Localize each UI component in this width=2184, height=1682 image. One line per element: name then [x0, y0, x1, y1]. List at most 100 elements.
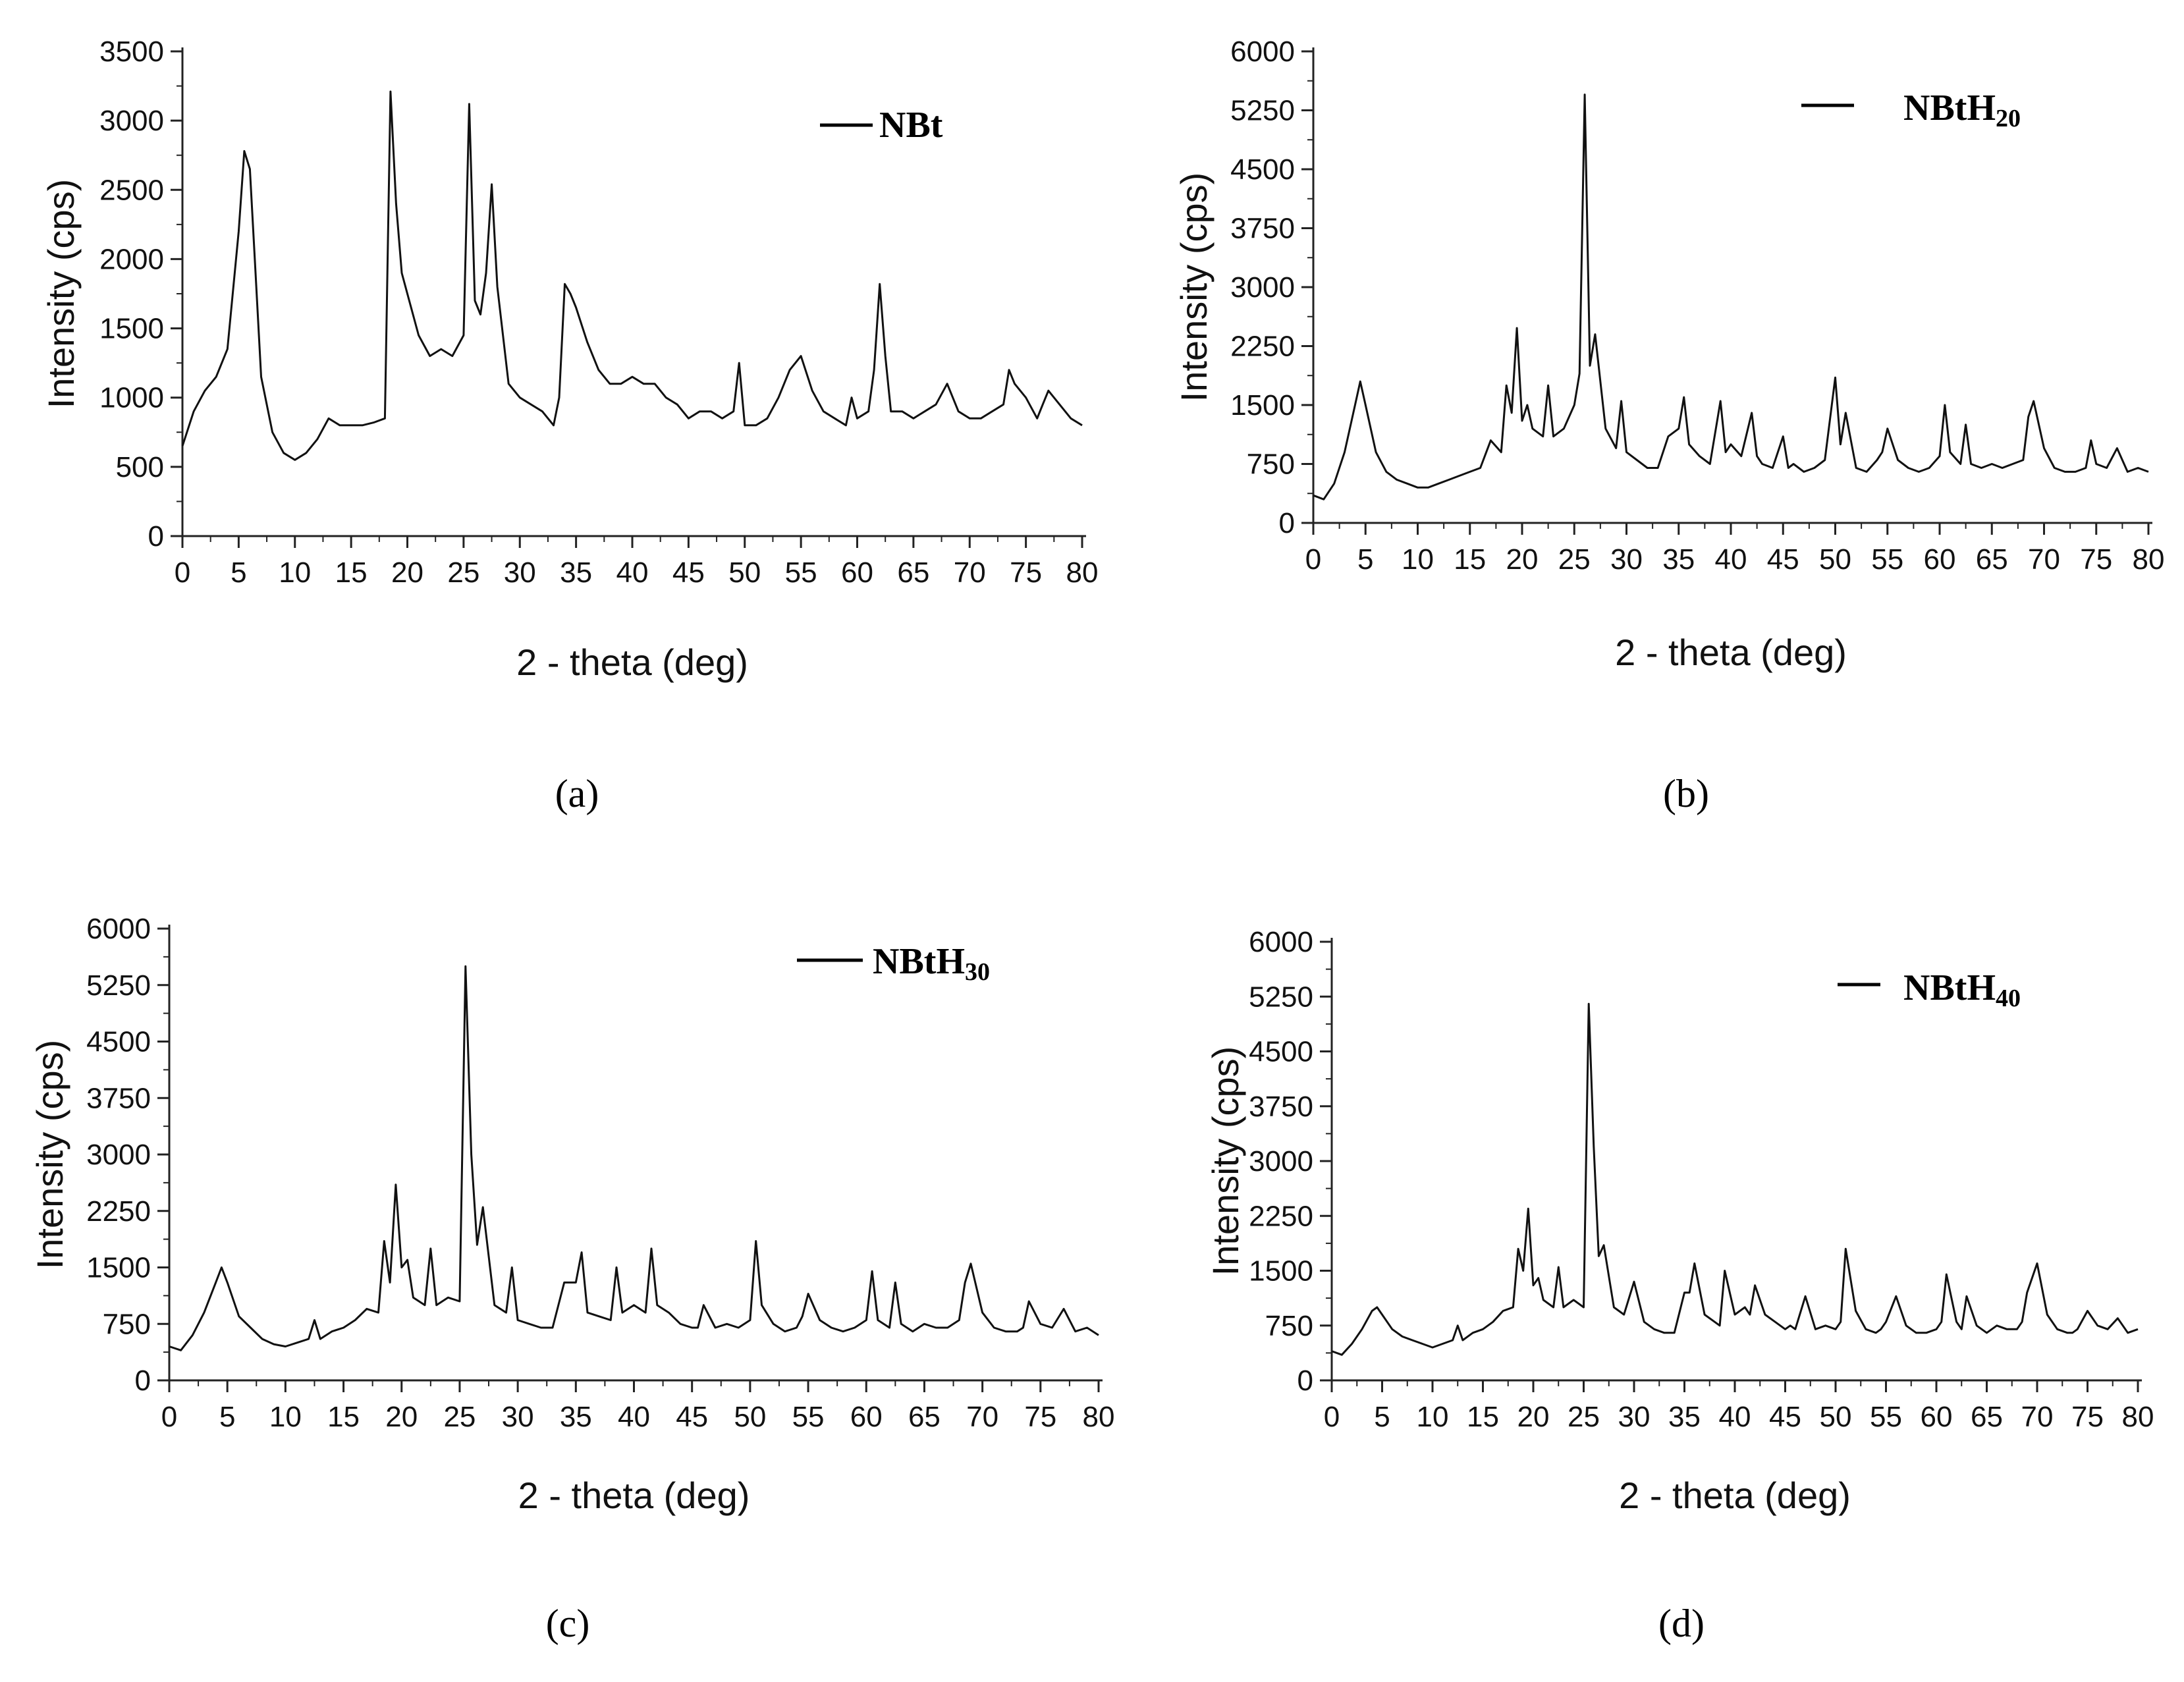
y-tick-label: 2250 [1230, 331, 1295, 363]
x-tick-label: 50 [1819, 543, 1851, 576]
x-tick-label: 80 [2122, 1401, 2154, 1433]
legend-label-main: NBtH [1903, 967, 1996, 1008]
x-tick-label: 25 [1568, 1401, 1600, 1433]
x-tick-label: 65 [897, 556, 929, 589]
x-tick-label: 65 [908, 1401, 941, 1433]
y-tick-label: 6000 [1249, 926, 1313, 958]
legend-label-main: NBtH [873, 941, 965, 982]
x-tick-label: 30 [1610, 543, 1643, 576]
y-tick-label: 750 [1247, 448, 1295, 481]
x-tick-label: 70 [954, 556, 986, 589]
y-tick-label: 5250 [1230, 95, 1295, 127]
legend-label-main: NBt [879, 105, 943, 146]
x-axis-title: 2 - theta (deg) [1619, 1475, 1851, 1516]
panel-c: 0 750 1500 2250 3000 3750 4500 5250 6000 0 5 10 15 20… [29, 913, 1114, 1645]
y-tick-label: 3750 [1249, 1091, 1313, 1123]
y-tick-label: 3750 [86, 1082, 151, 1114]
x-tick-label: 70 [2028, 543, 2060, 576]
x-tick-label: 25 [443, 1401, 476, 1433]
x-tick-label: 45 [1767, 543, 1799, 576]
x-tick-label: 75 [2071, 1401, 2104, 1433]
y-tick-label: 3000 [1249, 1145, 1313, 1178]
panel-caption: (b) [1663, 772, 1709, 815]
x-tick-label: 50 [728, 556, 761, 589]
y-tick-label: 500 [116, 451, 164, 483]
x-tick-label: 65 [1976, 543, 2008, 576]
x-tick-label: 30 [1618, 1401, 1651, 1433]
x-tick-label: 65 [1971, 1401, 2003, 1433]
xrd-series-line [169, 965, 1099, 1351]
x-tick-label: 30 [502, 1401, 534, 1433]
xrd-series-line [181, 90, 1083, 461]
legend-label: NBtH30 [873, 941, 990, 986]
x-tick-label: 80 [1066, 556, 1099, 589]
x-tick-label: 40 [1715, 543, 1747, 576]
x-tick-label: 45 [672, 556, 705, 589]
x-tick-label: 5 [219, 1401, 235, 1433]
x-tick-label: 55 [1870, 1401, 1902, 1433]
x-tick-label: 45 [676, 1401, 708, 1433]
xrd-series-line [1313, 94, 2149, 501]
x-tick-label: 15 [1454, 543, 1486, 576]
y-tick-label: 5250 [86, 969, 151, 1002]
x-tick-label: 5 [1374, 1401, 1390, 1433]
x-tick-label: 20 [391, 556, 423, 589]
y-tick-label: 1500 [99, 313, 164, 345]
y-tick-label: 0 [135, 1365, 151, 1397]
y-tick-label: 4500 [86, 1026, 151, 1058]
x-tick-label: 10 [279, 556, 311, 589]
x-tick-label: 60 [841, 556, 873, 589]
panel-a: 0 500 1000 1500 2000 2500 3000 3500 0 5 10 15 20 25 30… [40, 36, 1098, 815]
y-tick-label: 6000 [86, 913, 151, 945]
y-tick-label: 5250 [1249, 981, 1313, 1013]
x-tick-label: 0 [1305, 543, 1321, 576]
y-axis-title: Intensity (cps) [1205, 1046, 1246, 1276]
x-tick-label: 50 [1820, 1401, 1852, 1433]
x-tick-label: 45 [1769, 1401, 1801, 1433]
x-tick-label: 80 [1083, 1401, 1115, 1433]
y-tick-label: 0 [1297, 1365, 1313, 1397]
x-tick-label: 0 [1324, 1401, 1340, 1433]
y-axis-title: Intensity (cps) [1173, 173, 1215, 402]
legend-label: NBtH20 [1903, 88, 2021, 132]
y-tick-label: 1500 [86, 1252, 151, 1284]
legend-label-subscript: 30 [965, 958, 990, 986]
x-tick-label: 55 [785, 556, 817, 589]
y-tick-label: 2250 [86, 1195, 151, 1228]
x-tick-label: 70 [966, 1401, 998, 1433]
x-tick-label: 40 [1719, 1401, 1751, 1433]
y-axis-title: Intensity (cps) [29, 1040, 70, 1270]
x-tick-label: 55 [1871, 543, 1903, 576]
x-tick-label: 10 [1417, 1401, 1449, 1433]
x-tick-label: 75 [1024, 1401, 1056, 1433]
x-axis-title: 2 - theta (deg) [516, 641, 748, 683]
x-tick-label: 5 [1357, 543, 1373, 576]
x-tick-label: 10 [1402, 543, 1434, 576]
x-tick-label: 35 [560, 556, 592, 589]
y-tick-label: 2000 [99, 243, 164, 275]
y-tick-label: 6000 [1230, 36, 1295, 68]
y-tick-label: 750 [103, 1308, 151, 1340]
xrd-series-line [1331, 1002, 2139, 1356]
x-tick-label: 5 [231, 556, 246, 589]
x-tick-label: 35 [560, 1401, 592, 1433]
x-tick-label: 15 [1467, 1401, 1499, 1433]
y-tick-label: 1500 [1249, 1255, 1313, 1288]
x-tick-label: 20 [385, 1401, 418, 1433]
x-tick-label: 75 [2080, 543, 2112, 576]
panel-d: 0 750 1500 2250 3000 3750 4500 5250 6000 0 5 10 15 20… [1205, 926, 2154, 1645]
legend-label-subscript: 40 [1996, 985, 2021, 1012]
y-tick-label: 4500 [1249, 1036, 1313, 1068]
x-tick-label: 20 [1517, 1401, 1550, 1433]
y-axis-title: Intensity (cps) [40, 179, 82, 409]
y-tick-label: 3500 [99, 36, 164, 68]
x-tick-label: 40 [618, 1401, 650, 1433]
x-axis-title: 2 - theta (deg) [1615, 632, 1847, 673]
legend-label-subscript: 20 [1996, 105, 2021, 132]
y-tick-label: 3000 [99, 105, 164, 137]
x-tick-label: 15 [327, 1401, 360, 1433]
y-tick-label: 2250 [1249, 1200, 1313, 1232]
x-tick-label: 75 [1010, 556, 1042, 589]
x-tick-label: 80 [2133, 543, 2165, 576]
